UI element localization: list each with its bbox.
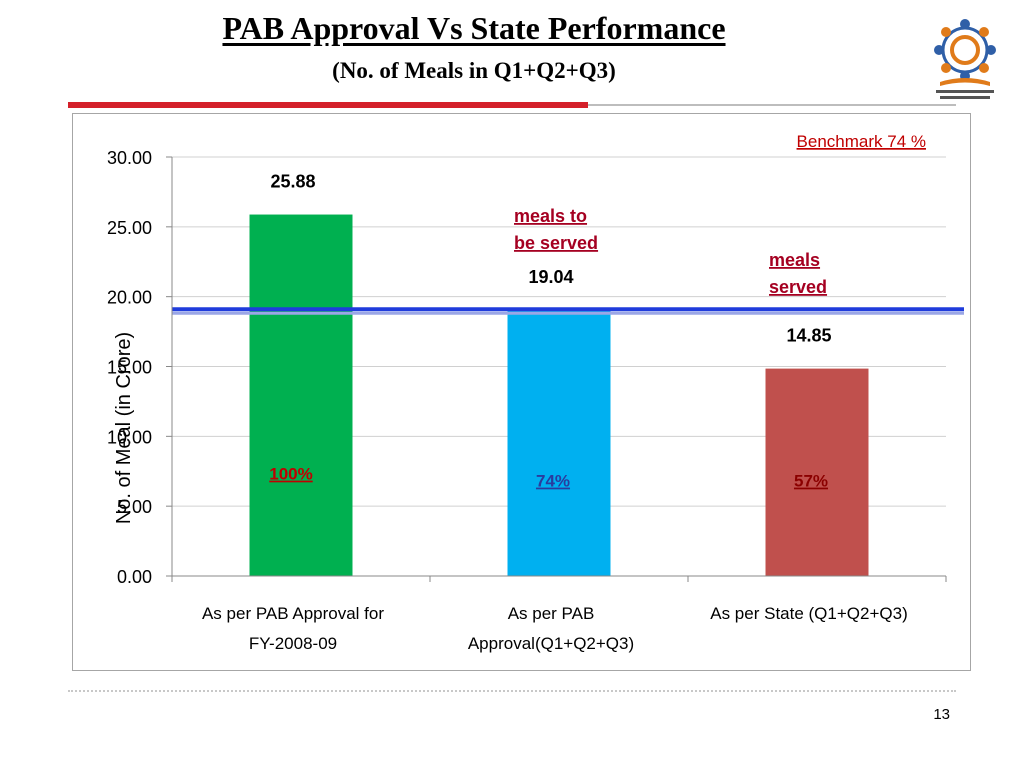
header-red-rule — [68, 102, 588, 108]
annotation-label: be served — [514, 233, 598, 253]
x-tick-label: As per State (Q1+Q2+Q3) — [710, 604, 907, 623]
axes — [171, 157, 947, 582]
x-tick-label: As per PAB — [508, 604, 595, 623]
percent-label: 57% — [794, 472, 828, 491]
data-label: 14.85 — [786, 326, 831, 346]
y-axis-ticks: 0.00 5.00 10.00 15.00 20.00 25.00 30.00 — [107, 148, 172, 587]
bar — [765, 368, 869, 576]
header-grey-rule — [588, 104, 956, 106]
y-tick-label: 10.00 — [107, 427, 152, 447]
data-label: 25.88 — [270, 172, 315, 192]
benchmark-label: Benchmark 74 % — [797, 132, 926, 151]
y-tick-label: 25.00 — [107, 218, 152, 238]
footer-rule — [68, 690, 956, 692]
annotation-label: meals to — [514, 206, 587, 226]
y-tick-label: 20.00 — [107, 288, 152, 308]
percent-label: 100% — [269, 465, 312, 484]
bars — [249, 214, 869, 576]
x-tick-label: FY-2008-09 — [249, 634, 337, 653]
mid-day-meal-logo-icon — [934, 19, 996, 99]
annotation-label: meals — [769, 250, 820, 270]
bar — [507, 310, 611, 576]
y-tick-label: 0.00 — [117, 567, 152, 587]
y-tick-label: 15.00 — [107, 358, 152, 378]
chart-labels: 25.88 100% As per PAB Approval for FY-2008-… — [202, 172, 908, 653]
bar — [249, 214, 353, 576]
slide-subtitle: (No. of Meals in Q1+Q2+Q3) — [332, 58, 616, 83]
data-label: 19.04 — [528, 267, 573, 287]
percent-label: 74% — [536, 472, 570, 491]
x-tick-label: As per PAB Approval for — [202, 604, 384, 623]
slide-title: PAB Approval Vs State Performance — [222, 10, 726, 46]
y-tick-label: 30.00 — [107, 148, 152, 168]
annotation-label: served — [769, 277, 827, 297]
bar-chart: 0.00 5.00 10.00 15.00 20.00 25.00 30.00 25.88 1… — [72, 113, 971, 671]
page-number: 13 — [933, 706, 950, 723]
x-tick-label: Approval(Q1+Q2+Q3) — [468, 634, 634, 653]
y-tick-label: 5.00 — [117, 497, 152, 517]
y-axis-label: No. of Meal (in Crore) — [113, 332, 135, 524]
